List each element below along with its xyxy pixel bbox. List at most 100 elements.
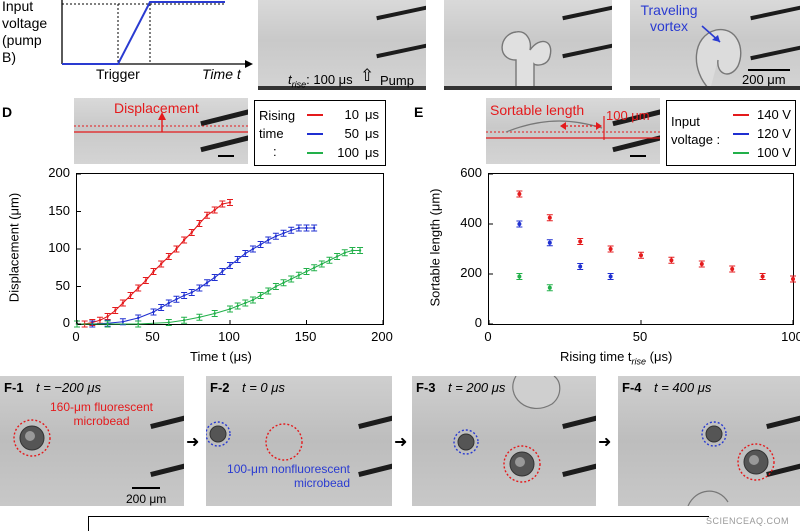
panel-d-point-1-14	[219, 268, 226, 275]
frame-f2-id: F-2	[210, 380, 230, 395]
panel-e-legend-item-2: 100 V	[733, 143, 791, 162]
panel-d-series-line-0	[77, 201, 231, 325]
panel-d-point-0-16	[196, 220, 203, 227]
panel-e-ytick-2: 400	[460, 215, 482, 230]
panel-e-point-0-5	[668, 256, 675, 264]
panel-e-xtick-0: 0	[484, 329, 492, 344]
panel-d-legend: Rising time : 10 μs 50 μs 100 μs	[254, 100, 386, 166]
panel-d-point-1-13	[211, 274, 218, 281]
panel-d-xtick-1: 50	[145, 329, 160, 344]
panel-d-legend-swatch-0	[307, 113, 323, 116]
panel-d-xtick-3: 150	[294, 329, 317, 344]
panel-d-point-2-5	[196, 313, 203, 321]
panel-d-point-2-18	[311, 264, 318, 272]
panel-d-point-1-6	[158, 304, 165, 311]
panel-d-point-2-17	[303, 268, 310, 275]
panel-e-point-0-2	[577, 238, 584, 245]
panel-d-point-0-13	[173, 245, 180, 253]
micrograph-f1: F-1 t = −200 μs 160-μm fluorescent micro…	[0, 376, 184, 506]
panel-d-point-1-9	[181, 292, 188, 299]
panel-d-point-2-22	[341, 249, 348, 257]
frame-f1-time: t = −200 μs	[36, 380, 101, 395]
panel-e-point-1-0	[516, 220, 523, 228]
panel-e-xlabel: Rising time trise (μs)	[560, 349, 673, 367]
traveling-vortex-label: Traveling vortex	[640, 2, 698, 34]
panel-d-point-2-3	[165, 319, 172, 326]
time-label: Time t	[202, 66, 241, 82]
panel-d-ylabel: Displacement (μm)	[6, 192, 22, 303]
frame-f4-id: F-4	[622, 380, 642, 395]
panel-d-point-0-3	[96, 316, 103, 324]
panel-e-point-0-4	[638, 251, 644, 259]
panel-d-legend-label-1: 50	[344, 126, 359, 141]
panel-d-point-2-11	[257, 292, 264, 299]
panel-e-point-2-0	[516, 273, 523, 280]
panel-d-point-1-17	[242, 250, 249, 257]
panel-e-legend: Input voltage : 140 V 120 V 100 V	[666, 100, 796, 166]
trigger-label: Trigger	[96, 66, 140, 82]
panel-e-legend-label-0: 140 V	[757, 107, 791, 122]
micrograph-f4: F-4 t = 400 μs	[618, 376, 800, 506]
panel-d-plot-svg	[74, 173, 384, 328]
panel-e-point-0-0	[516, 190, 523, 198]
panel-d-point-1-20	[265, 236, 272, 244]
micrograph-top-3: Traveling vortex 200 μm	[630, 0, 800, 90]
panel-d-point-2-2	[135, 320, 142, 328]
panel-e-point-0-9	[790, 275, 796, 283]
panel-d-point-0-4	[104, 313, 111, 320]
panel-e-legend-swatch-1	[733, 132, 749, 135]
panel-d-ytick-2: 100	[48, 240, 70, 255]
panel-e-legend-item-1: 120 V	[733, 124, 791, 143]
panel-d-point-1-16	[234, 256, 241, 263]
frame-f4-time: t = 400 μs	[654, 380, 712, 395]
panel-d-legend-item-1: 50 μs	[307, 124, 379, 143]
watermark: SCIENCEAQ.COM	[706, 516, 790, 526]
panel-d-legend-swatch-1	[307, 132, 323, 135]
panel-d-point-1-7	[165, 299, 172, 307]
panel-d-ytick-4: 200	[48, 165, 70, 180]
panel-d-legend-swatch-2	[307, 151, 323, 154]
panel-e-legend-swatch-0	[733, 113, 749, 116]
bottom-frame-edge	[88, 516, 709, 531]
legend-title-e: Input voltage :	[671, 114, 721, 147]
micrograph-top-2	[444, 0, 612, 90]
trise-label: trise: 100 μs	[288, 72, 353, 90]
panel-e-point-2-1	[546, 284, 553, 292]
panel-d-point-0-7	[127, 292, 134, 299]
panel-e-plot	[488, 173, 796, 325]
frame-f1-id: F-1	[4, 380, 24, 395]
sortable-length-label: Sortable length	[490, 102, 585, 118]
panel-e-plot-svg	[488, 173, 796, 325]
panel-d-point-2-7	[227, 305, 233, 313]
panel-d-point-2-12	[265, 287, 272, 295]
panel-d-point-2-24	[357, 247, 364, 254]
nonfluorescent-label: 100-μm nonfluorescent microbead	[227, 462, 350, 490]
panel-d-point-2-4	[181, 316, 188, 324]
panel-e-xtick-2: 100	[781, 329, 800, 344]
panel-d-xlabel: Time t (μs)	[190, 349, 252, 364]
panel-e-point-0-3	[607, 245, 614, 253]
panel-d-xtick-2: 100	[218, 329, 240, 344]
panel-d-legend-label-2: 100	[337, 145, 359, 160]
panel-e-point-0-6	[698, 260, 705, 268]
panel-e-point-1-2	[577, 263, 584, 270]
panel-d-point-1-11	[196, 284, 203, 292]
arrow-icon-3: ➜	[598, 434, 612, 451]
panel-e-point-1-1	[546, 239, 553, 247]
pump-label: Pump B	[380, 73, 414, 90]
panel-e-legend-item-0: 140 V	[733, 105, 791, 124]
panel-e-point-1-3	[607, 273, 614, 280]
panel-e-ylabel: Sortable length (μm)	[427, 188, 443, 307]
panel-d-point-2-23	[349, 247, 356, 254]
panel-d-ytick-0: 0	[62, 315, 70, 330]
panel-d-point-2-14	[280, 279, 287, 287]
panel-d-point-0-18	[211, 206, 218, 214]
panel-d-legend-unit-1: μs	[365, 126, 379, 141]
panel-e-letter: E	[414, 104, 424, 120]
panel-d-legend-item-0: 10 μs	[307, 105, 379, 124]
panel-d-point-1-23	[288, 226, 295, 234]
panel-d-micrograph: Displacement	[74, 98, 248, 164]
panel-d-point-1-19	[257, 241, 264, 248]
panel-d-point-1-24	[295, 224, 302, 232]
input-voltage-label: Input voltage (pump B)	[2, 0, 48, 65]
